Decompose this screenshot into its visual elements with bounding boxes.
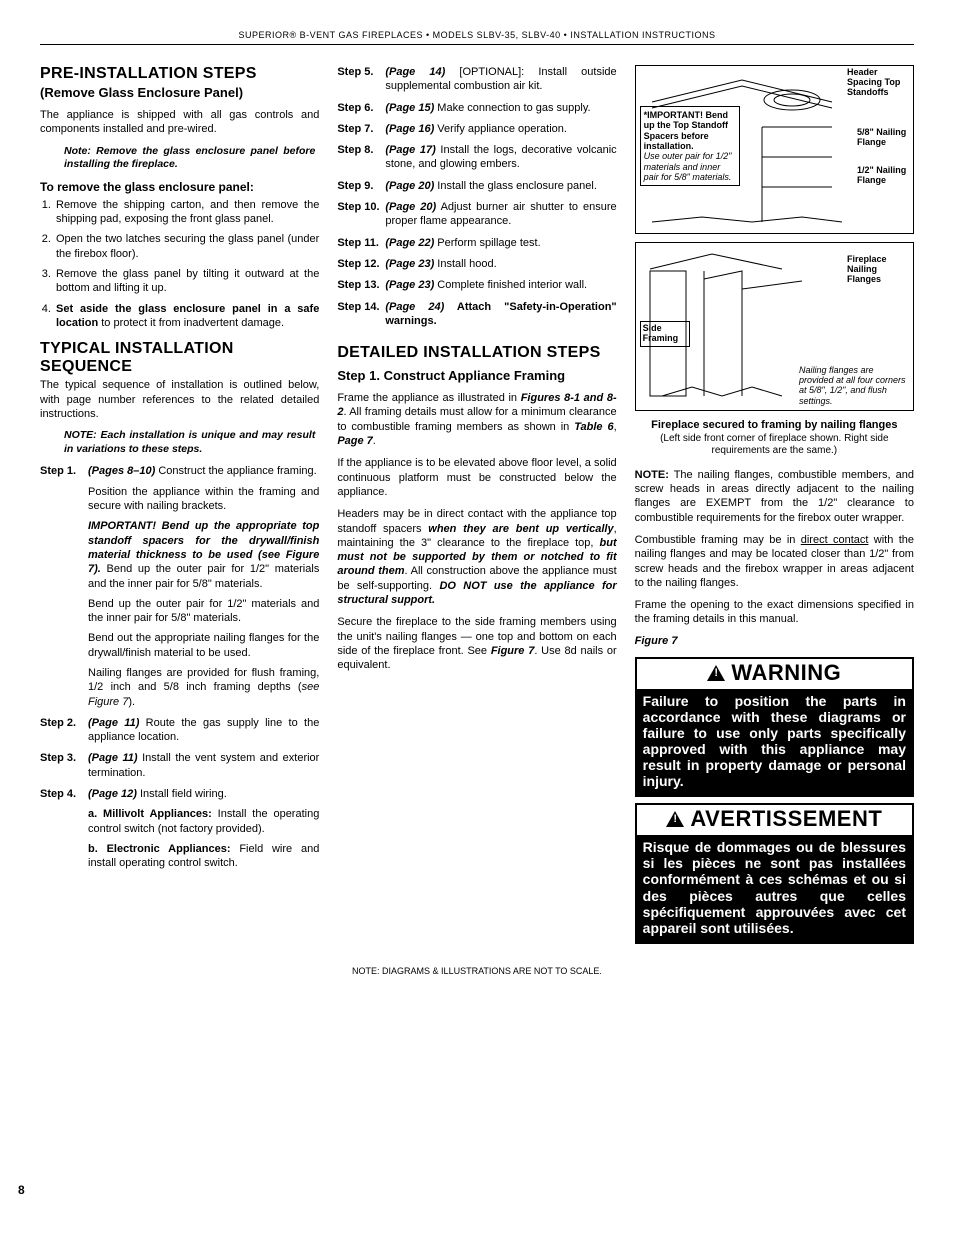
column-left: PRE-INSTALLATION STEPS (Remove Glass Enc… [40, 65, 319, 950]
diagram-caption: Fireplace secured to framing by nailing … [635, 419, 914, 458]
list-item: Remove the glass panel by tilting it out… [54, 267, 319, 296]
column-right: Header Spacing Top Standoffs 5/8" Nailin… [635, 65, 914, 950]
warning-body-fr: Risque de dommages ou de blessures si le… [637, 835, 912, 942]
warning-box-en: WARNING Failure to position the parts in… [635, 657, 914, 798]
framing-para-3: Headers may be in direct contact with th… [337, 507, 616, 607]
warning-box-fr: AVERTISSEMENT Risque de dommages ou de b… [635, 803, 914, 944]
typical-sequence-heading: TYPICAL INSTALLATION SEQUENCE [40, 340, 319, 376]
framing-para-1: Frame the appliance as illustrated in Fi… [337, 391, 616, 448]
diagram-1: Header Spacing Top Standoffs 5/8" Nailin… [635, 65, 914, 234]
step-14: Step 14. (Page 24) Attach "Safety-in-Ope… [337, 300, 616, 329]
page-number: 8 [18, 1183, 25, 1197]
note-exempt: NOTE: The nailing flanges, combustible m… [635, 468, 914, 525]
list-item: Set aside the glass enclosure panel in a… [54, 302, 319, 331]
framing-para-4: Secure the fireplace to the side framing… [337, 615, 616, 672]
note-contact: Combustible framing may be in direct con… [635, 533, 914, 590]
step-item: Step 13.(Page 23) Complete finished inte… [337, 278, 616, 292]
diag1-label-12: 1/2" Nailing Flange [857, 166, 907, 186]
framing-para-2: If the appliance is to be elevated above… [337, 456, 616, 499]
diag1-label-header: Header Spacing Top Standoffs [847, 68, 907, 98]
step-item: Step 6.(Page 15) Make connection to gas … [337, 101, 616, 115]
step-item: Step 12.(Page 23) Install hood. [337, 257, 616, 271]
warning-heading-those: WARNING [637, 659, 912, 689]
footer-note: NOTE: DIAGRAMS & ILLUSTRATIONS ARE NOT T… [352, 966, 602, 976]
step-item: Step 9.(Page 20) Install the glass enclo… [337, 179, 616, 193]
column-middle: Step 5.(Page 14) [OPTIONAL]: Install out… [337, 65, 616, 950]
steps-list-mid: Step 5.(Page 14) [OPTIONAL]: Install out… [337, 65, 616, 293]
step-2: Step 2. (Page 11) Route the gas supply l… [40, 716, 319, 745]
diag1-label-58: 5/8" Nailing Flange [857, 128, 907, 148]
document-header: SUPERIOR® B-VENT GAS FIREPLACES • MODELS… [40, 30, 914, 45]
preinstall-subheading: (Remove Glass Enclosure Panel) [40, 85, 319, 100]
footer: NOTE: DIAGRAMS & ILLUSTRATIONS ARE NOT T… [40, 966, 914, 976]
remove-panel-subhead: To remove the glass enclosure panel: [40, 180, 319, 194]
diag2-note: Nailing flanges are provided at all four… [799, 365, 909, 406]
note-frame-opening: Frame the opening to the exact dimension… [635, 598, 914, 627]
preinstall-heading: PRE-INSTALLATION STEPS [40, 65, 319, 83]
detailed-steps-heading: DETAILED INSTALLATION STEPS [337, 344, 616, 362]
diagram-2: Fireplace Nailing Flanges Side Framing N… [635, 242, 914, 411]
list-item: Open the two latches securing the glass … [54, 232, 319, 261]
note-unique-install: NOTE: Each installation is unique and ma… [64, 429, 315, 456]
step-item: Step 10.(Page 20) Adjust burner air shut… [337, 200, 616, 229]
diag1-important-box: *IMPORTANT! Bend up the Top Standoff Spa… [640, 106, 740, 186]
step-3: Step 3. (Page 11) Install the vent syste… [40, 751, 319, 780]
diag2-label-side: Side Framing [640, 321, 690, 347]
diag2-label-flanges: Fireplace Nailing Flanges [847, 255, 907, 285]
avertissement-heading: AVERTISSEMENT [637, 805, 912, 835]
warning-icon [707, 665, 725, 681]
step-item: Step 5.(Page 14) [OPTIONAL]: Install out… [337, 65, 616, 94]
remove-panel-list: Remove the shipping carton, and then rem… [40, 198, 319, 330]
step-4: Step 4. (Page 12) Install field wiring. … [40, 787, 319, 870]
warning-body-en: Failure to position the parts in accorda… [637, 689, 912, 796]
warning-icon [666, 811, 684, 827]
figure-7-ref: Figure 7 [635, 635, 914, 647]
note-remove-panel: Note: Remove the glass enclosure panel b… [64, 145, 315, 172]
step-item: Step 11.(Page 22) Perform spillage test. [337, 236, 616, 250]
step-1: Step 1. (Pages 8–10) Construct the appli… [40, 464, 319, 708]
preinstall-intro: The appliance is shipped with all gas co… [40, 108, 319, 137]
list-item: Remove the shipping carton, and then rem… [54, 198, 319, 227]
steps-list-left: Step 1. (Pages 8–10) Construct the appli… [40, 464, 319, 870]
step1-construct-heading: Step 1. Construct Appliance Framing [337, 368, 616, 383]
content-columns: PRE-INSTALLATION STEPS (Remove Glass Enc… [40, 65, 914, 950]
step-item: Step 7.(Page 16) Verify appliance operat… [337, 122, 616, 136]
step-item: Step 8.(Page 17) Install the logs, decor… [337, 143, 616, 172]
typical-sequence-intro: The typical sequence of installation is … [40, 378, 319, 421]
